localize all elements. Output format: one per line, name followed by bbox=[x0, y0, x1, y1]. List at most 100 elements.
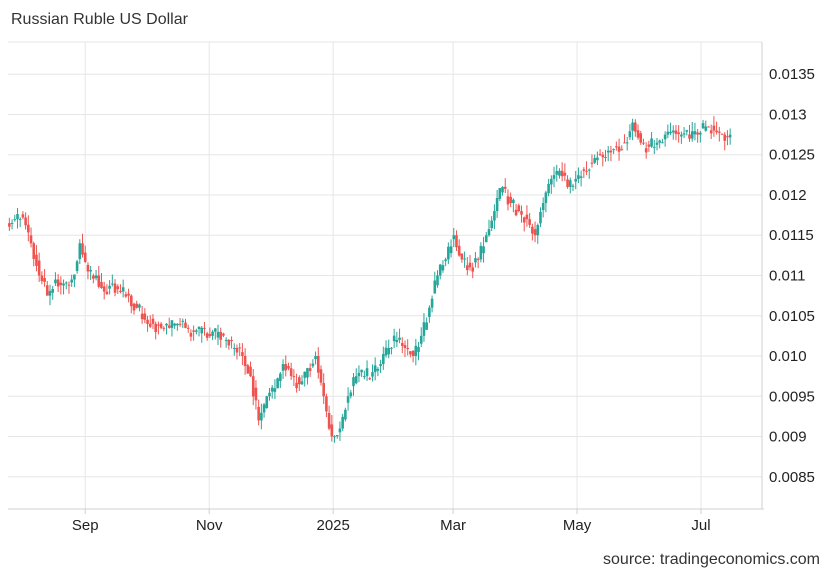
candle-down bbox=[21, 214, 25, 218]
candle-up bbox=[360, 369, 363, 373]
candle-up bbox=[365, 368, 369, 377]
candle-down bbox=[712, 125, 716, 131]
x-tick-label: May bbox=[563, 517, 592, 534]
candle-down bbox=[113, 283, 117, 293]
candle-down bbox=[81, 243, 84, 255]
candle-down bbox=[322, 382, 325, 397]
candle-down bbox=[368, 378, 372, 380]
candle-down bbox=[100, 281, 103, 289]
candle-up bbox=[612, 149, 615, 151]
candle-down bbox=[460, 253, 464, 260]
candle-down bbox=[151, 318, 155, 324]
candle-down bbox=[471, 267, 475, 272]
candle-down bbox=[222, 333, 225, 336]
candle-up bbox=[574, 178, 578, 182]
candle-down bbox=[533, 229, 537, 236]
candle-down bbox=[59, 282, 63, 286]
candle-up bbox=[650, 138, 653, 147]
candle-down bbox=[674, 130, 678, 134]
candle-up bbox=[728, 134, 732, 138]
candle-down bbox=[642, 142, 645, 144]
candle-up bbox=[170, 320, 174, 328]
candle-up bbox=[382, 354, 385, 365]
candle-down bbox=[531, 226, 534, 234]
candle-up bbox=[596, 157, 599, 161]
candle-down bbox=[696, 132, 699, 135]
candle-up bbox=[200, 327, 204, 334]
candle-down bbox=[709, 130, 713, 134]
candle-down bbox=[56, 279, 60, 287]
candle-down bbox=[254, 387, 258, 401]
candle-down bbox=[129, 295, 133, 307]
y-tick-label: 0.0125 bbox=[769, 147, 815, 164]
candle-up bbox=[699, 132, 702, 135]
candle-up bbox=[444, 259, 447, 261]
candle-down bbox=[400, 342, 404, 346]
candle-up bbox=[498, 188, 502, 199]
candle-up bbox=[631, 122, 634, 131]
candle-down bbox=[520, 211, 523, 215]
candle-down bbox=[327, 413, 331, 429]
candle-down bbox=[143, 313, 147, 320]
candle-down bbox=[227, 339, 231, 346]
candle-up bbox=[628, 131, 632, 138]
candle-up bbox=[89, 270, 92, 272]
candle-down bbox=[525, 214, 529, 220]
candle-up bbox=[300, 381, 304, 385]
candle-down bbox=[514, 209, 518, 216]
candle-up bbox=[338, 428, 342, 433]
x-tick-label: Nov bbox=[196, 517, 223, 534]
candle-down bbox=[159, 323, 163, 328]
y-tick-label: 0.011 bbox=[769, 268, 805, 285]
grid-lines bbox=[8, 41, 762, 478]
candle-up bbox=[232, 347, 236, 349]
candle-down bbox=[528, 219, 531, 225]
candle-down bbox=[503, 186, 507, 189]
candle-down bbox=[615, 146, 618, 148]
candle-up bbox=[176, 323, 179, 326]
candle-down bbox=[590, 162, 594, 164]
candle-down bbox=[566, 179, 569, 187]
candle-up bbox=[671, 130, 675, 133]
candle-up bbox=[344, 409, 347, 420]
candle-down bbox=[162, 327, 166, 329]
candle-down bbox=[403, 345, 407, 348]
candle-up bbox=[482, 246, 485, 254]
candle-up bbox=[571, 185, 575, 187]
candle-up bbox=[441, 265, 445, 271]
candle-down bbox=[184, 322, 187, 328]
x-tick-label: Jul bbox=[691, 517, 710, 534]
candle-up bbox=[265, 396, 269, 409]
candle-down bbox=[517, 205, 521, 212]
candle-up bbox=[75, 261, 79, 272]
candle-up bbox=[335, 435, 339, 437]
y-tick-label: 0.0115 bbox=[769, 227, 814, 244]
candle-down bbox=[522, 217, 526, 223]
candle-up bbox=[579, 176, 583, 178]
candle-down bbox=[35, 254, 38, 266]
candle-down bbox=[723, 134, 727, 141]
candle-up bbox=[311, 363, 315, 367]
candle-up bbox=[281, 364, 285, 371]
candle-down bbox=[289, 368, 293, 377]
candle-up bbox=[693, 131, 697, 135]
candle-up bbox=[680, 134, 683, 137]
chart-title: Russian Ruble US Dollar bbox=[11, 11, 188, 28]
candle-up bbox=[64, 282, 68, 284]
candle-down bbox=[601, 154, 605, 158]
candle-down bbox=[83, 252, 87, 262]
candle-up bbox=[625, 142, 629, 144]
candle-down bbox=[27, 224, 30, 233]
y-tick-label: 0.0085 bbox=[769, 469, 815, 486]
candle-up bbox=[447, 246, 450, 260]
candle-up bbox=[512, 199, 515, 204]
source-label: source: tradingeconomics.com bbox=[603, 551, 820, 568]
candle-up bbox=[463, 258, 466, 260]
candle-down bbox=[192, 330, 195, 332]
candle-down bbox=[406, 347, 409, 349]
candle-down bbox=[37, 260, 41, 276]
candle-down bbox=[40, 275, 44, 282]
candle-up bbox=[652, 146, 656, 148]
candle-down bbox=[617, 146, 621, 152]
candle-down bbox=[148, 323, 152, 327]
